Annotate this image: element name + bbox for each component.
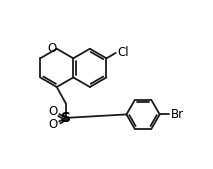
Text: S: S — [61, 111, 71, 125]
Text: O: O — [49, 118, 58, 131]
Text: O: O — [49, 105, 58, 118]
Text: Cl: Cl — [117, 46, 129, 59]
Text: Br: Br — [170, 108, 184, 121]
Text: O: O — [47, 42, 57, 55]
